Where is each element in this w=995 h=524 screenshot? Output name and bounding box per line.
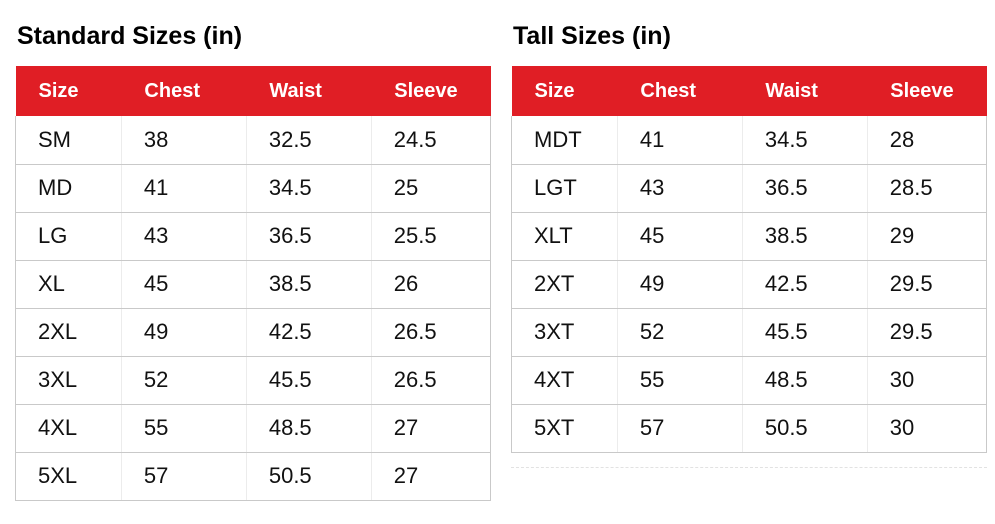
chest-cell: 41 xyxy=(121,164,247,213)
sleeve-cell: 26 xyxy=(371,260,492,309)
table-row: XL 45 38.5 26 xyxy=(15,260,492,309)
sleeve-cell: 27 xyxy=(371,404,492,453)
size-cell: MD xyxy=(15,164,122,213)
size-cell: MDT xyxy=(511,116,618,165)
sleeve-cell: 26.5 xyxy=(371,356,492,405)
table-row: SM 38 32.5 24.5 xyxy=(15,116,492,165)
chest-cell: 55 xyxy=(121,404,247,453)
sleeve-cell: 29.5 xyxy=(867,308,988,357)
size-cell: SM xyxy=(15,116,122,165)
sleeve-cell: 24.5 xyxy=(371,116,492,165)
table-row: XLT 45 38.5 29 xyxy=(511,212,988,261)
size-cell: 3XL xyxy=(15,356,122,405)
sleeve-cell: 28 xyxy=(867,116,988,165)
sleeve-cell: 30 xyxy=(867,356,988,405)
header-row: Size Chest Waist Sleeve xyxy=(511,66,987,116)
size-cell: LGT xyxy=(511,164,618,213)
tall-sizes-section: Tall Sizes (in) Size Chest Waist Sleeve MDT… xyxy=(511,0,988,501)
chest-cell: 57 xyxy=(121,452,247,501)
sleeve-cell: 25 xyxy=(371,164,492,213)
chest-cell: 45 xyxy=(121,260,247,309)
table-row: 4XL 55 48.5 27 xyxy=(15,404,492,453)
table-row: 2XL 49 42.5 26.5 xyxy=(15,308,492,357)
waist-cell: 45.5 xyxy=(742,308,868,357)
table-row: 3XT 52 45.5 29.5 xyxy=(511,308,988,357)
table-row: 2XT 49 42.5 29.5 xyxy=(511,260,988,309)
waist-cell: 42.5 xyxy=(246,308,372,357)
table-row: 3XL 52 45.5 26.5 xyxy=(15,356,492,405)
waist-cell: 50.5 xyxy=(742,404,868,453)
sleeve-cell: 28.5 xyxy=(867,164,988,213)
standard-sizes-table: Size Chest Waist Sleeve SM 38 32.5 24.5 MD 41 34.… xyxy=(15,66,492,501)
chest-cell: 41 xyxy=(617,116,743,165)
tall-sizes-table-header: Size Chest Waist Sleeve xyxy=(511,66,987,116)
table-row: MDT 41 34.5 28 xyxy=(511,116,988,165)
table-row: LGT 43 36.5 28.5 xyxy=(511,164,988,213)
table-row: 4XT 55 48.5 30 xyxy=(511,356,988,405)
waist-column-header: Waist xyxy=(742,66,868,116)
waist-cell: 48.5 xyxy=(742,356,868,405)
standard-sizes-title: Standard Sizes (in) xyxy=(17,22,243,50)
size-cell: LG xyxy=(15,212,122,261)
waist-cell: 36.5 xyxy=(246,212,372,261)
sleeve-cell: 29.5 xyxy=(867,260,988,309)
size-cell: 5XT xyxy=(511,404,618,453)
size-cell: XL xyxy=(15,260,122,309)
sleeve-cell: 29 xyxy=(867,212,988,261)
header-row: Size Chest Waist Sleeve xyxy=(15,66,491,116)
sleeve-cell: 27 xyxy=(371,452,492,501)
size-cell: 2XL xyxy=(15,308,122,357)
waist-cell: 50.5 xyxy=(246,452,372,501)
waist-column-header: Waist xyxy=(246,66,372,116)
size-cell: 4XT xyxy=(511,356,618,405)
chest-cell: 49 xyxy=(617,260,743,309)
waist-cell: 34.5 xyxy=(742,116,868,165)
chest-cell: 43 xyxy=(121,212,247,261)
standard-sizes-section: Standard Sizes (in) Size Chest Waist Sleeve… xyxy=(15,0,492,501)
tall-sizes-table: Size Chest Waist Sleeve MDT 41 34.5 28 LGT 43 36.… xyxy=(511,66,988,453)
tall-sizes-table-body: MDT 41 34.5 28 LGT 43 36.5 28.5 XLT 45 38.5 29 2XT 49… xyxy=(511,116,988,453)
table-row: 5XT 57 50.5 30 xyxy=(511,404,988,453)
size-cell: XLT xyxy=(511,212,618,261)
sleeve-column-header: Sleeve xyxy=(371,66,491,116)
table-row: MD 41 34.5 25 xyxy=(15,164,492,213)
waist-cell: 38.5 xyxy=(742,212,868,261)
waist-cell: 45.5 xyxy=(246,356,372,405)
chest-cell: 55 xyxy=(617,356,743,405)
waist-cell: 32.5 xyxy=(246,116,372,165)
size-cell: 4XL xyxy=(15,404,122,453)
tall-sizes-title: Tall Sizes (in) xyxy=(513,22,671,50)
size-cell: 2XT xyxy=(511,260,618,309)
sleeve-cell: 26.5 xyxy=(371,308,492,357)
waist-cell: 36.5 xyxy=(742,164,868,213)
table-row: 5XL 57 50.5 27 xyxy=(15,452,492,501)
chest-cell: 52 xyxy=(121,356,247,405)
chest-column-header: Chest xyxy=(617,66,743,116)
chest-cell: 43 xyxy=(617,164,743,213)
chest-cell: 57 xyxy=(617,404,743,453)
size-column-header: Size xyxy=(15,66,122,116)
standard-sizes-table-body: SM 38 32.5 24.5 MD 41 34.5 25 LG 43 36.5 25.5 XL 45 38… xyxy=(15,116,492,501)
standard-sizes-table-header: Size Chest Waist Sleeve xyxy=(15,66,491,116)
chest-cell: 52 xyxy=(617,308,743,357)
sleeve-cell: 25.5 xyxy=(371,212,492,261)
chest-cell: 49 xyxy=(121,308,247,357)
chest-cell: 45 xyxy=(617,212,743,261)
sleeve-cell: 30 xyxy=(867,404,988,453)
sleeve-column-header: Sleeve xyxy=(867,66,987,116)
size-cell: 5XL xyxy=(15,452,122,501)
size-cell: 3XT xyxy=(511,308,618,357)
size-column-header: Size xyxy=(511,66,618,116)
waist-cell: 48.5 xyxy=(246,404,372,453)
waist-cell: 34.5 xyxy=(246,164,372,213)
size-chart-page: Standard Sizes (in) Size Chest Waist Sleeve… xyxy=(0,0,995,501)
table-row: LG 43 36.5 25.5 xyxy=(15,212,492,261)
chest-column-header: Chest xyxy=(121,66,247,116)
waist-cell: 42.5 xyxy=(742,260,868,309)
waist-cell: 38.5 xyxy=(246,260,372,309)
chest-cell: 38 xyxy=(121,116,247,165)
